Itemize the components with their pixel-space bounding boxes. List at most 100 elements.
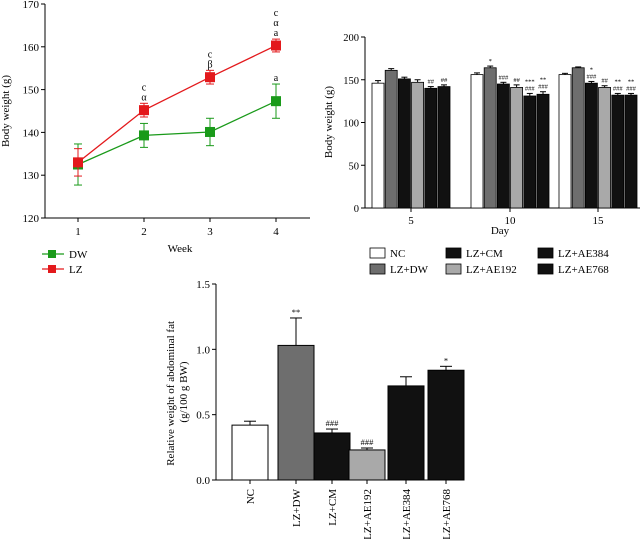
panel-b-y-ticks: 0 50 100 150 200 [343, 33, 365, 215]
bar-day-10-lz-dw [483, 67, 497, 209]
legend-item-lz-ae384: LZ+AE384 [537, 247, 609, 260]
panel-b-bars: ## ##*### ## ***###**###*##### **###**### [371, 58, 638, 209]
x-tick-label-lz-dw: LZ+DW [291, 488, 303, 527]
annotation-day-5-lz-ae384-line-0: ## [428, 79, 435, 86]
bar-day-5-lz-cm [397, 78, 411, 209]
legend-label-lz-ae384: LZ+AE384 [558, 248, 609, 260]
legend-marker-dw [48, 250, 56, 258]
bar-day-5-lz-ae384 [424, 87, 438, 209]
point-dw-3 [205, 126, 215, 137]
legend-label-lz: LZ [69, 264, 83, 276]
point-lz-2 [139, 105, 149, 116]
legend-label-lz-ae768: LZ+AE768 [558, 264, 609, 276]
point-lz-3 [205, 72, 215, 83]
svg-text:Relative weight of abdominal f: Relative weight of abdominal fat (g/100 … [165, 318, 190, 466]
panel-b-bar-chart: 0 50 100 150 200 5 10 15 Body weight (g) Day #… [323, 33, 640, 276]
panel-a-y-label: Body weight (g) [0, 75, 12, 147]
bar-day-15-lz-cm [585, 82, 598, 209]
legend-item-lz-cm: LZ+CM [445, 247, 503, 260]
bar-day-10-nc [470, 74, 484, 209]
panel-b-legend: NC LZ+DW LZ+CM LZ+AE192 LZ+AE384 LZ+AE768 [369, 247, 609, 276]
bar-lz-ae768 [427, 369, 465, 481]
annotation-dw-4-line-0: a [274, 73, 279, 84]
annotation-day-10-lz-ae768-line-1: ### [538, 84, 549, 91]
panel-c-x-ticks: NC LZ+DW LZ+CM LZ+AE192 LZ+AE384 LZ+AE768 [245, 480, 453, 539]
legend-item-nc: NC [369, 247, 405, 260]
panel-c-bars: ** ### ### * [231, 307, 465, 481]
annotation-day-10-lz-ae192-line-0: ## [513, 77, 520, 84]
panel-a-x-label: Week [168, 243, 193, 255]
annotation-day-10-lz-cm-line-0: ### [499, 74, 510, 81]
bar-day-15-lz-dw [571, 67, 585, 209]
bar-lz-ae192 [348, 449, 386, 481]
panel-b-y-label: Body weight (g) [323, 86, 335, 158]
panel-c-y-label-line-1: Relative weight of abdominal fat [165, 321, 177, 466]
panel-c-bar-chart: 0.0 0.5 1.0 1.5 NC LZ+DW LZ+CM LZ+AE192 LZ+AE38… [165, 279, 465, 539]
y-tick-label-150: 150 [23, 85, 40, 97]
annotation-lz-3-line-0: c [208, 49, 213, 60]
bar-day-10-lz-cm [496, 83, 510, 209]
legend-label-lz-ae192: LZ+AE192 [466, 264, 517, 276]
legend-swatch-lz-ae192 [445, 263, 462, 275]
legend-label-lz-dw: LZ+DW [390, 264, 429, 276]
annotation-day-15-lz-ae192-line-0: ## [601, 78, 608, 85]
annotation-day-15-lz-ae384-line-1: ### [613, 85, 624, 92]
annotation-lz-3-line-1: β [207, 59, 212, 70]
bar-day-5-lz-dw [384, 69, 398, 209]
x-tick-label-1: 1 [75, 226, 81, 238]
bar-day-15-lz-ae768 [624, 94, 638, 209]
legend-label-dw: DW [69, 249, 88, 261]
bar-day-15-lz-ae384 [611, 94, 625, 209]
annotation-lz-4-line-2: a [274, 28, 279, 39]
series-lz-line [77, 44, 277, 163]
bar-day-10-lz-ae192 [510, 87, 524, 209]
panel-a-x-ticks: 1 2 3 4 [75, 218, 279, 238]
x-tick-label-day-5: 5 [408, 215, 414, 227]
point-dw-4 [271, 96, 281, 107]
legend-label-nc: NC [390, 248, 405, 260]
y-tick-label-0.0: 0.0 [196, 475, 210, 487]
y-tick-label-50: 50 [349, 161, 360, 172]
point-lz-1 [73, 157, 83, 168]
annotation-lz-cm-line-0: ### [326, 418, 340, 428]
legend-swatch-lz-dw [369, 263, 386, 275]
x-tick-label-day-10: 10 [505, 215, 517, 227]
y-tick-label-100: 100 [343, 119, 359, 130]
legend-swatch-lz-cm [445, 247, 462, 259]
bar-day-15-lz-ae192 [598, 87, 611, 209]
annotation-day-10-lz-ae768-line-0: ** [540, 77, 547, 84]
series-dw-line [77, 100, 277, 166]
y-tick-label-170: 170 [23, 0, 40, 11]
panel-a-y-ticks: 120 130 140 150 160 170 [23, 0, 45, 225]
annotation-lz-2-line-1: α [141, 92, 147, 103]
legend-item-dw: DW [42, 249, 88, 261]
legend-item-lz-ae768: LZ+AE768 [537, 263, 609, 276]
y-tick-label-160: 160 [23, 42, 40, 54]
legend-swatch-lz-ae384 [537, 247, 554, 259]
y-tick-label-120: 120 [23, 213, 40, 225]
bar-day-5-lz-ae768 [437, 86, 451, 209]
annotation-day-15-lz-ae384-line-0: ** [615, 78, 622, 85]
x-tick-label-2: 2 [141, 226, 147, 238]
y-tick-label-1.5: 1.5 [196, 279, 210, 291]
x-tick-label-nc: NC [245, 489, 257, 504]
bar-lz-cm [313, 432, 351, 481]
legend-item-lz: LZ [42, 264, 83, 276]
legend-item-lz-dw: LZ+DW [369, 263, 429, 276]
panel-b-x-label: Day [491, 225, 510, 237]
y-tick-label-150: 150 [343, 76, 359, 87]
annotation-day-10-lz-ae384-line-1: ### [525, 85, 536, 92]
x-tick-label-lz-ae192: LZ+AE192 [362, 489, 374, 539]
y-tick-label-0: 0 [354, 204, 359, 215]
legend-marker-lz [48, 265, 56, 273]
annotation-lz-ae192-line-0: ### [361, 437, 375, 447]
y-tick-label-0.5: 0.5 [196, 410, 210, 422]
legend-label-lz-cm: LZ+CM [466, 248, 503, 260]
legend-swatch-nc [369, 247, 386, 259]
annotation-day-15-lz-ae768-line-0: ** [628, 78, 635, 85]
x-tick-label-lz-ae384: LZ+AE384 [401, 489, 413, 539]
bar-day-5-nc [371, 82, 385, 209]
